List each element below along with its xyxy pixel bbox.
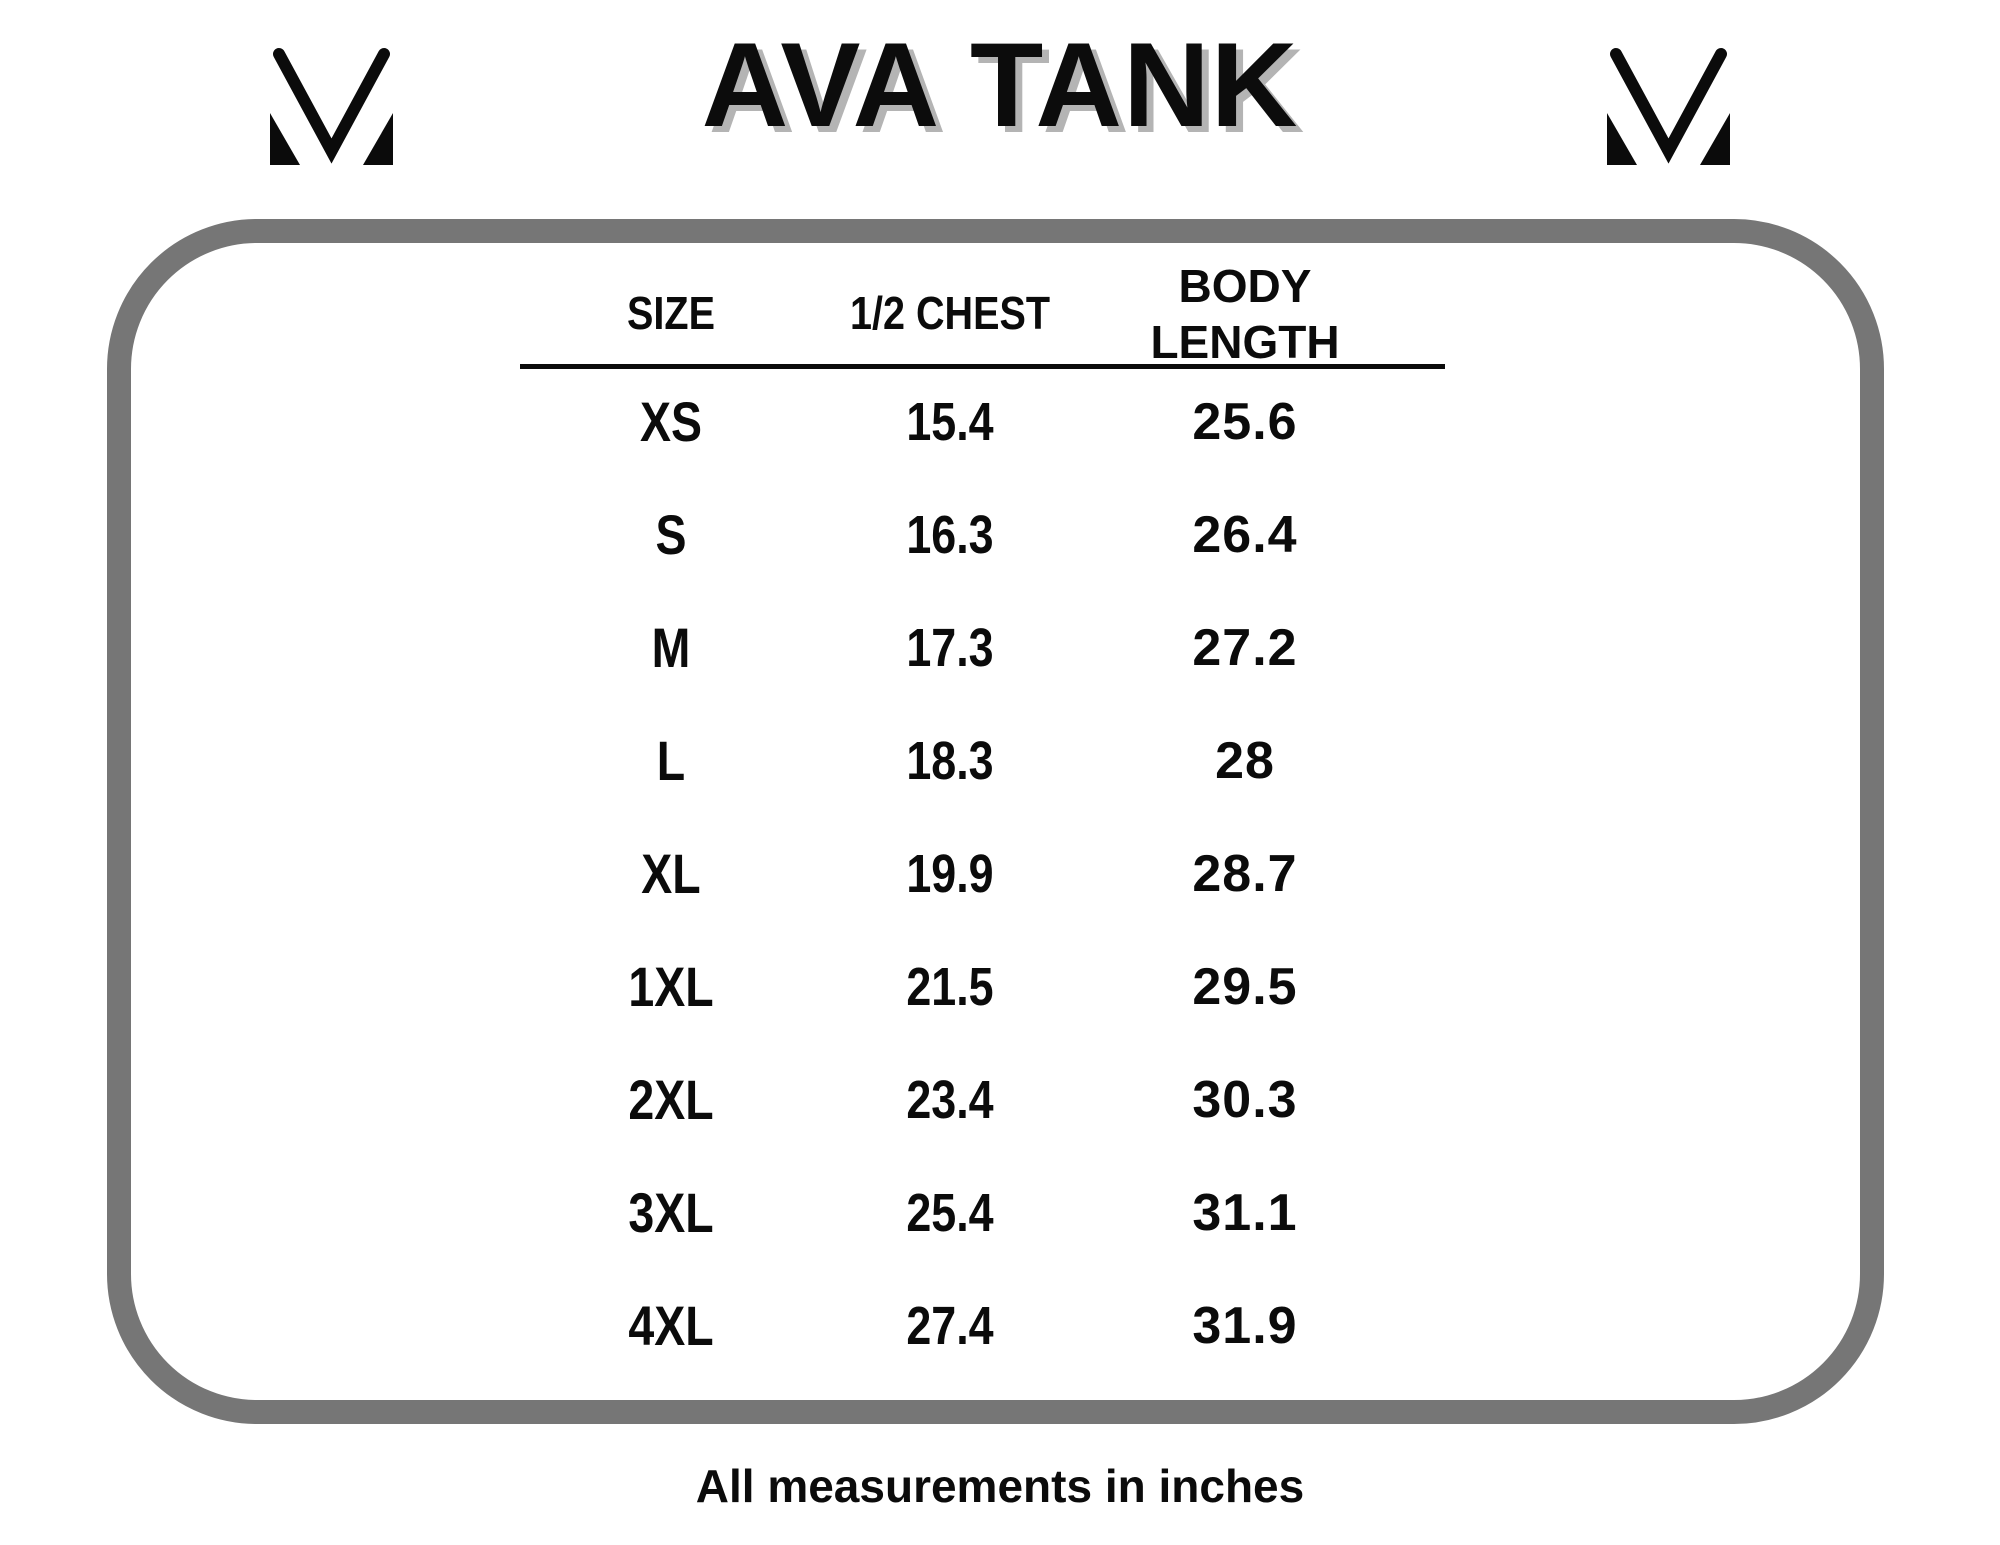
body-length-value: 29.5 [1192, 957, 1298, 1016]
column-header-body-length: BODY LENGTH [1095, 258, 1395, 370]
column-header-body-length-line1: BODY [1178, 260, 1312, 312]
mv-monogram-icon [270, 48, 393, 165]
body-length-value: 28.7 [1192, 844, 1298, 903]
body-length-column: 25.6 26.4 27.2 28 28.7 29.5 30.3 31.1 31… [1045, 365, 1445, 1382]
half-chest-value: 17.3 [906, 617, 994, 678]
column-header-body-length-line2: LENGTH [1150, 316, 1340, 368]
size-label: 2XL [628, 1068, 714, 1131]
size-label: XL [641, 842, 701, 905]
half-chest-value: 23.4 [906, 1069, 994, 1130]
size-column: XS S M L XL 1XL 2XL 3XL 4XL [505, 365, 837, 1382]
body-length-value: 26.4 [1192, 505, 1298, 564]
body-length-value: 25.6 [1192, 392, 1298, 451]
size-label: L [656, 729, 686, 792]
body-length-value: 30.3 [1192, 1070, 1298, 1129]
size-label: 3XL [628, 1181, 714, 1244]
body-length-value: 31.1 [1192, 1183, 1298, 1242]
mv-monogram-icon [1607, 48, 1730, 165]
column-header-size: SIZE [627, 287, 715, 339]
size-label: M [651, 616, 691, 679]
size-label: XS [639, 390, 702, 453]
half-chest-value: 18.3 [906, 730, 994, 791]
half-chest-value: 21.5 [906, 956, 994, 1017]
size-label: 4XL [628, 1294, 714, 1357]
half-chest-value: 19.9 [906, 843, 994, 904]
half-chest-value: 16.3 [906, 504, 994, 565]
size-label: S [655, 503, 687, 566]
half-chest-value: 15.4 [906, 391, 994, 452]
chart-frame [107, 219, 1884, 1424]
half-chest-value: 25.4 [906, 1182, 994, 1243]
half-chest-value: 27.4 [906, 1295, 994, 1356]
page-title: AVA TANK [701, 18, 1299, 152]
measurement-note: All measurements in inches [695, 1460, 1305, 1512]
body-length-value: 27.2 [1192, 618, 1298, 677]
body-length-value: 31.9 [1192, 1296, 1298, 1355]
size-label: 1XL [628, 955, 714, 1018]
body-length-value: 28 [1215, 731, 1275, 790]
column-header-half-chest: 1/2 CHEST [849, 287, 1051, 339]
header-divider-line [520, 364, 1445, 369]
half-chest-column: 15.4 16.3 17.3 18.3 19.9 21.5 23.4 25.4 … [784, 365, 1116, 1382]
